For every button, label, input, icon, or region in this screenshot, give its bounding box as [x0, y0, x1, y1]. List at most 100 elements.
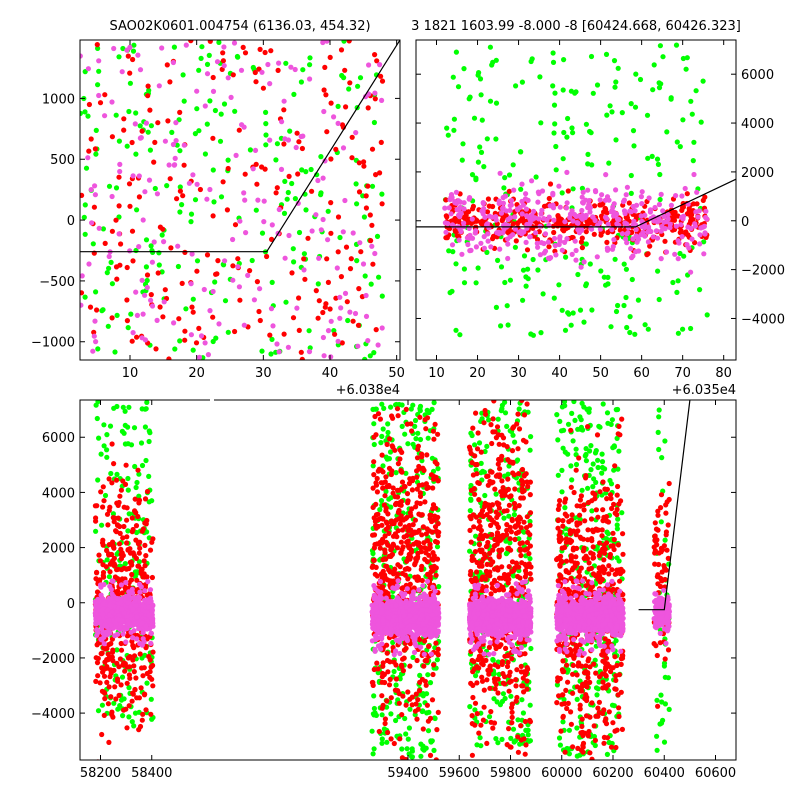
data-point [583, 281, 590, 287]
data-point [420, 708, 426, 714]
data-point [305, 235, 311, 241]
data-point [106, 739, 112, 746]
data-point [488, 244, 494, 250]
data-point [85, 66, 91, 72]
data-point [405, 498, 411, 504]
data-point [426, 528, 432, 534]
data-point [612, 463, 618, 469]
data-point [507, 669, 513, 675]
data-point [93, 528, 99, 534]
data-point [435, 709, 441, 716]
data-point [443, 197, 449, 203]
data-point [144, 277, 150, 284]
data-point [506, 188, 512, 194]
data-point [110, 539, 116, 545]
data-point [443, 229, 449, 235]
data-point [387, 659, 393, 665]
data-point [698, 119, 704, 125]
data-point [363, 205, 369, 211]
data-point [499, 736, 505, 743]
data-point [361, 159, 367, 165]
data-point [613, 79, 619, 85]
data-point [579, 723, 585, 730]
data-point [263, 121, 269, 127]
data-point [97, 558, 103, 564]
data-point [150, 662, 156, 669]
data-point [379, 325, 385, 331]
data-point [565, 310, 571, 316]
data-point [85, 113, 91, 119]
data-point [670, 279, 676, 286]
data-point [513, 677, 519, 683]
data-point [656, 80, 662, 86]
data-point [188, 219, 194, 225]
data-point [458, 228, 464, 235]
data-point [423, 426, 429, 432]
data-point [494, 699, 500, 705]
data-point [101, 712, 107, 719]
data-point [613, 744, 619, 751]
data-point [655, 268, 661, 274]
data-point [374, 475, 380, 482]
data-point [684, 242, 690, 248]
data-point [159, 232, 165, 238]
data-point [378, 73, 384, 79]
data-point [561, 129, 567, 136]
data-point [412, 517, 418, 523]
data-point [476, 541, 482, 548]
data-point [555, 578, 561, 584]
data-point [588, 225, 594, 231]
data-point [98, 489, 104, 495]
data-point [409, 532, 415, 538]
data-point [189, 304, 195, 310]
data-point [647, 243, 653, 249]
data-point [500, 200, 506, 206]
data-point [348, 256, 354, 262]
data-point [130, 48, 137, 54]
data-point [104, 557, 110, 563]
data-point [145, 93, 151, 99]
data-point [506, 688, 512, 694]
data-point [126, 181, 133, 187]
data-point [181, 142, 187, 148]
data-point [87, 304, 94, 310]
data-point [556, 282, 562, 288]
data-point [595, 705, 601, 711]
data-point [393, 717, 399, 724]
data-point [493, 214, 499, 220]
data-point [91, 204, 97, 210]
data-point [510, 232, 516, 238]
data-point [373, 512, 380, 518]
data-point [121, 430, 127, 436]
data-point [233, 152, 239, 158]
data-point [377, 62, 383, 68]
data-point [589, 756, 595, 760]
data-point [94, 42, 100, 48]
fit-line [80, 40, 400, 253]
data-point [596, 423, 602, 429]
data-point [338, 305, 344, 311]
data-point [489, 532, 495, 538]
data-point [563, 205, 570, 211]
data-point [126, 664, 133, 670]
data-point [609, 567, 615, 573]
data-point [118, 546, 124, 553]
data-point [527, 447, 533, 453]
data-point [100, 669, 106, 675]
data-point [247, 268, 253, 274]
data-point [167, 176, 173, 182]
data-point [322, 304, 328, 310]
data-point [476, 440, 483, 446]
data-point [419, 532, 425, 538]
data-point [522, 568, 529, 574]
data-point [490, 236, 496, 242]
data-point [282, 255, 288, 261]
data-point [619, 110, 625, 116]
data-point [521, 412, 528, 418]
data-point [521, 253, 528, 259]
series-0 [80, 40, 385, 360]
data-point [210, 135, 216, 141]
data-point [95, 82, 101, 88]
series-1 [80, 40, 386, 360]
data-point [675, 256, 681, 262]
